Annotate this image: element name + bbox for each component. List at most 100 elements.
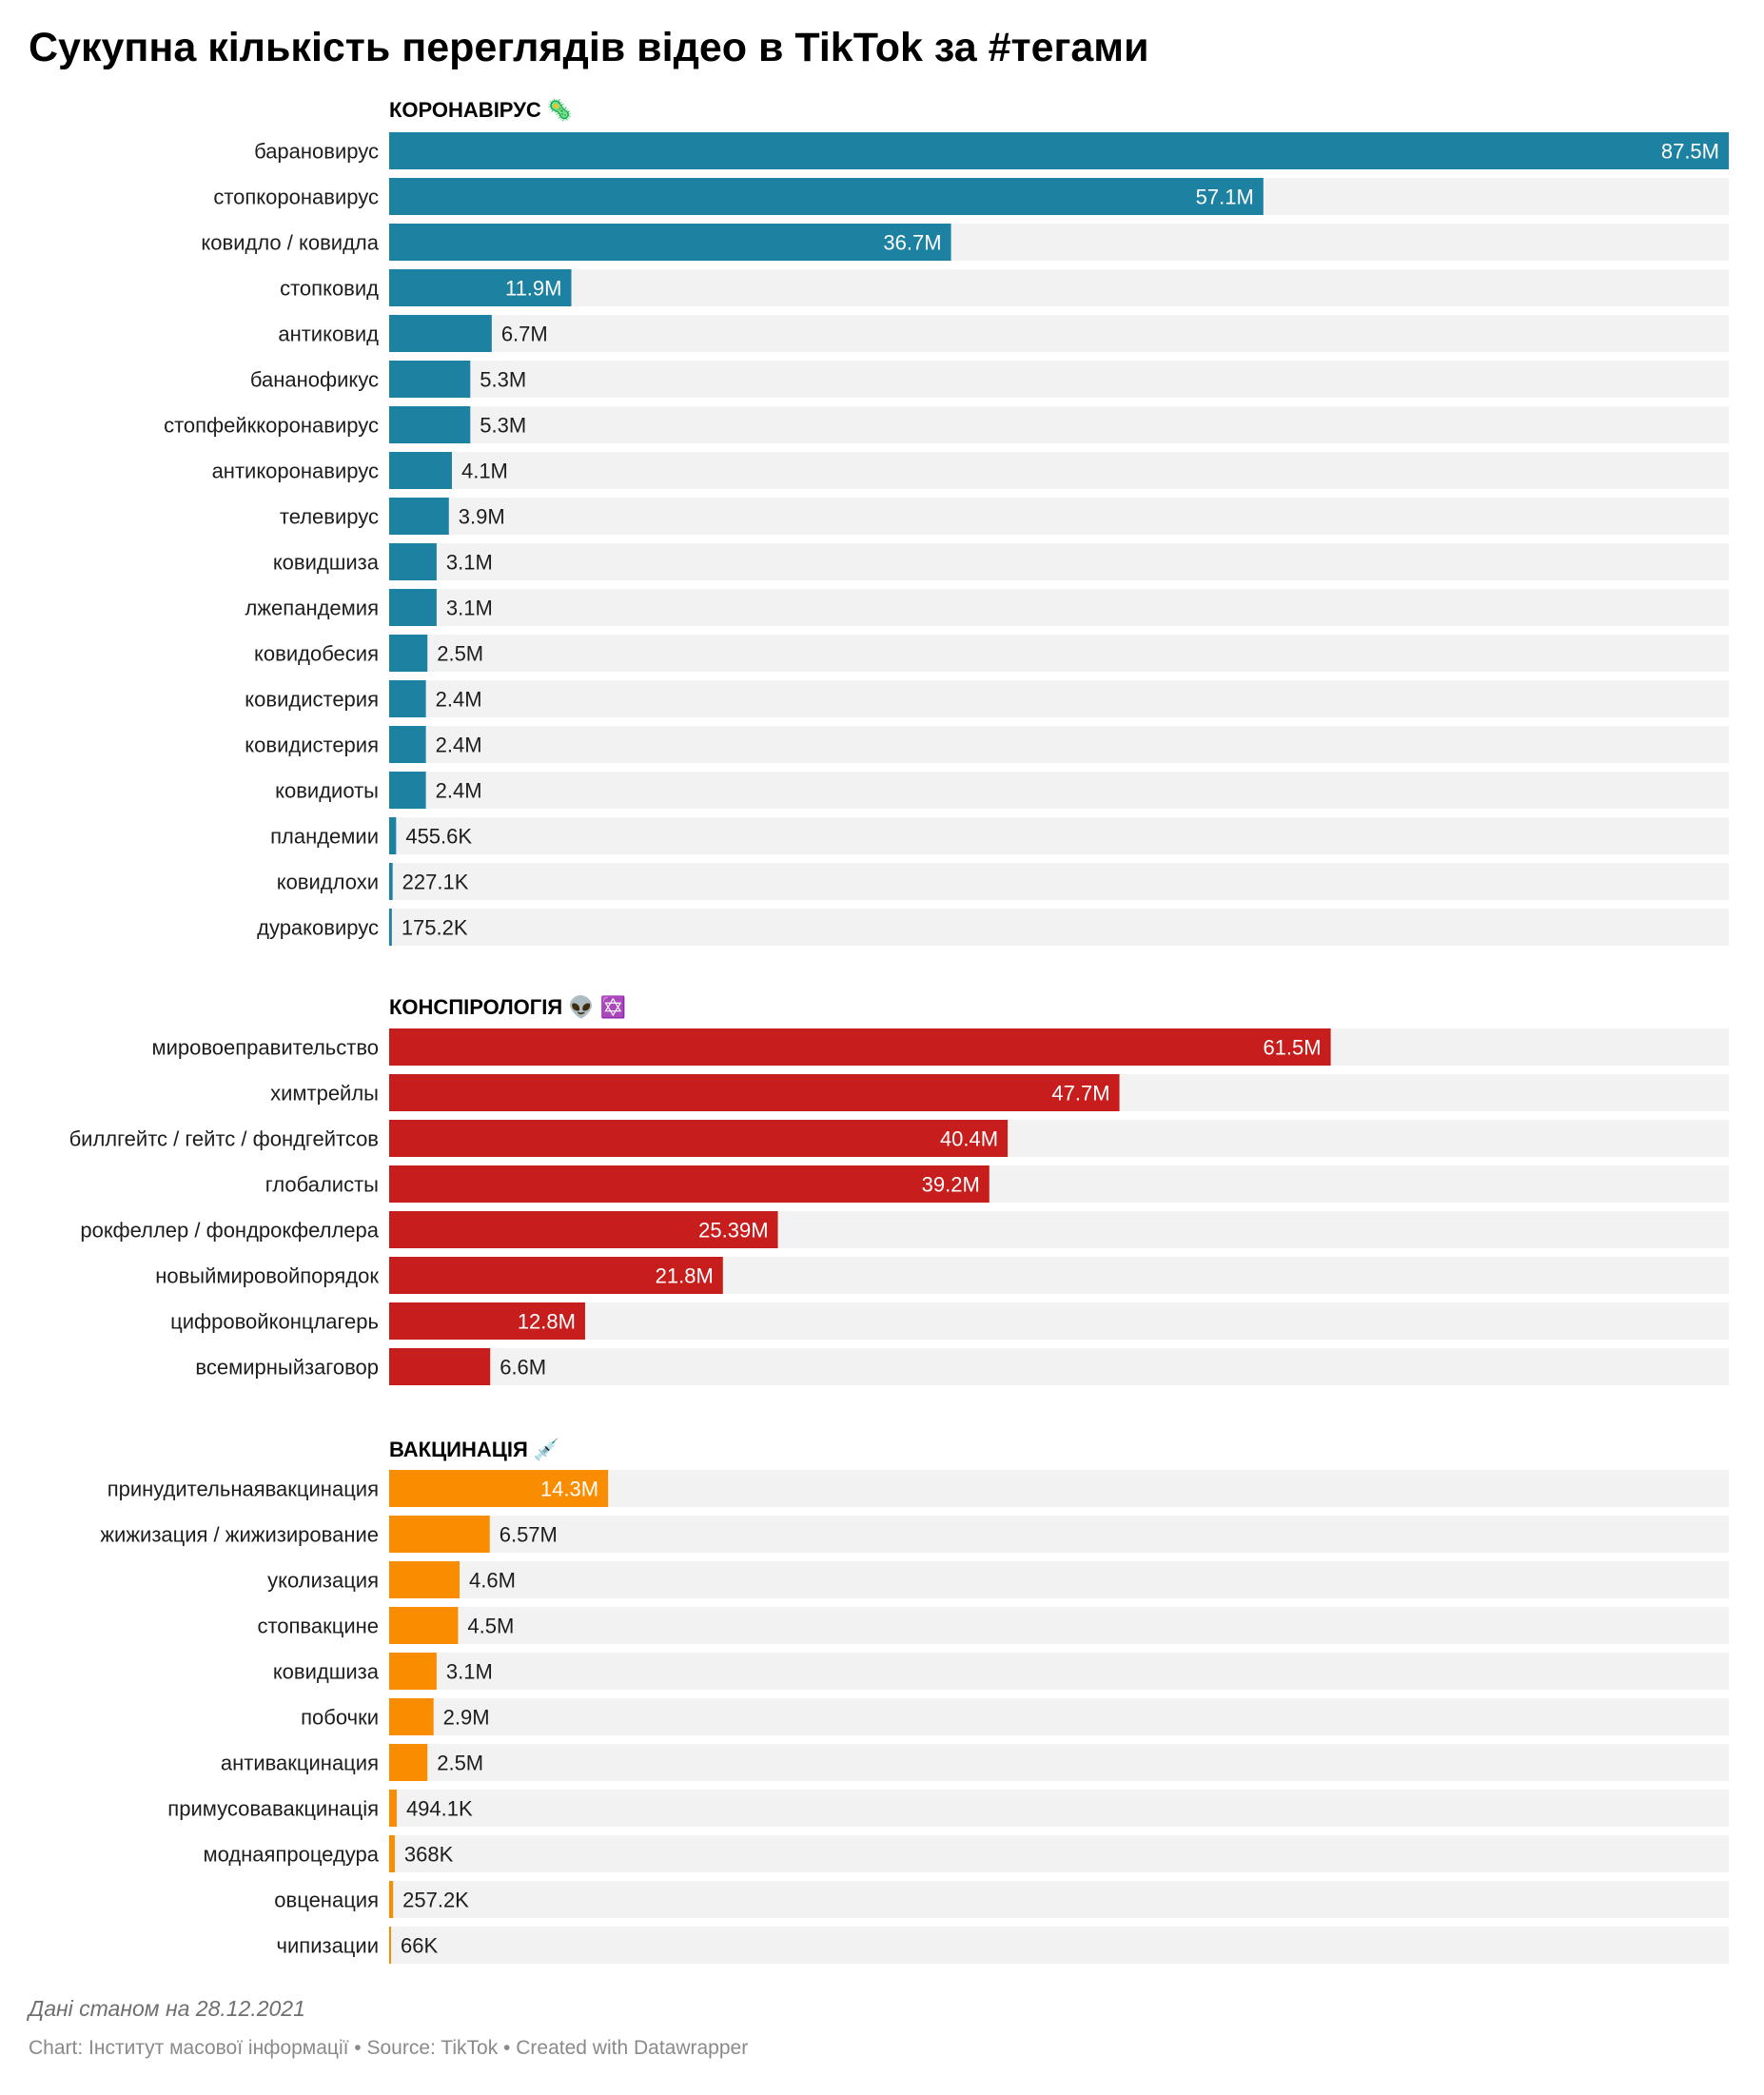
bar-track	[389, 1744, 1729, 1781]
value-label: 4.1M	[461, 460, 508, 483]
category-label: стопфейккоронавирус	[164, 414, 379, 438]
value-label: 257.2K	[402, 1889, 469, 1912]
category-label: мировоеправительство	[151, 1036, 379, 1060]
bar	[389, 1790, 397, 1827]
category-label: побочки	[301, 1706, 379, 1730]
category-label: антиковид	[278, 323, 379, 346]
bar-track	[389, 1835, 1729, 1872]
category-label: биллгейтс / гейтс / фондгейтсов	[69, 1127, 379, 1151]
category-label: стопкоронавирус	[213, 186, 379, 209]
value-label: 40.4M	[940, 1127, 998, 1151]
bar-track	[389, 1927, 1729, 1964]
bar	[389, 1881, 394, 1918]
bar	[389, 1074, 1120, 1111]
group-title: КОНСПІРОЛОГІЯ 👽 ✡️	[389, 994, 626, 1019]
data-date-note: Дані станом на 28.12.2021	[29, 1996, 305, 2021]
bar	[389, 1165, 990, 1203]
bar	[389, 178, 1264, 215]
value-label: 227.1K	[402, 871, 469, 894]
category-label: стопковид	[280, 277, 379, 301]
value-label: 21.8M	[656, 1264, 714, 1288]
bar	[389, 1211, 778, 1248]
bar-track	[389, 1790, 1729, 1827]
bar	[389, 1835, 395, 1872]
category-label: овценация	[274, 1889, 379, 1912]
value-label: 6.6M	[500, 1356, 546, 1380]
bar-track	[389, 863, 1729, 900]
value-label: 2.9M	[443, 1706, 490, 1730]
value-label: 368K	[404, 1843, 454, 1867]
category-label: уколизация	[267, 1569, 379, 1593]
value-label: 5.3M	[480, 368, 526, 392]
bar	[389, 1348, 491, 1385]
value-label: 39.2M	[922, 1173, 980, 1197]
category-label: цифровойконцлагерь	[170, 1310, 379, 1334]
bar	[389, 315, 492, 352]
bar-track	[389, 543, 1729, 580]
value-label: 11.9M	[505, 277, 562, 301]
datawrapper-credit: Created with Datawrapper	[516, 2037, 749, 2059]
category-label: чипизации	[277, 1934, 379, 1958]
bar	[389, 726, 426, 763]
bar-track	[389, 1516, 1729, 1553]
bar-track	[389, 452, 1729, 489]
credits-separator: •	[348, 2037, 367, 2059]
bar	[389, 1302, 585, 1340]
value-label: 455.6K	[405, 825, 472, 849]
bar	[389, 635, 428, 672]
bar	[389, 269, 572, 306]
value-label: 3.9M	[459, 505, 505, 529]
category-label: ковидшиза	[273, 1660, 380, 1684]
bar	[389, 1516, 490, 1553]
category-label: примусовавакцинація	[167, 1797, 379, 1821]
category-label: ковидло / ковидла	[201, 231, 379, 255]
category-label: новыймировойпорядок	[155, 1264, 379, 1288]
credits-separator: •	[498, 2037, 517, 2059]
category-label: антикоронавирус	[212, 460, 379, 483]
value-label: 175.2K	[402, 916, 468, 940]
chart-credit: Chart: Інститут масової інформації	[29, 2037, 349, 2059]
category-label: глобалисты	[265, 1173, 379, 1197]
value-label: 6.57M	[500, 1523, 558, 1547]
value-label: 14.3M	[540, 1478, 598, 1501]
value-label: 87.5M	[1661, 140, 1719, 164]
bar	[389, 772, 426, 809]
source-credit: Source: TikTok	[366, 2037, 499, 2059]
bar-track	[389, 726, 1729, 763]
category-label: химтрейлы	[270, 1082, 379, 1106]
bar	[389, 406, 471, 443]
value-label: 12.8M	[518, 1310, 576, 1334]
category-label: дураковирус	[257, 916, 379, 940]
category-label: лжепандемия	[245, 597, 380, 620]
bar	[389, 817, 397, 854]
category-label: бананофикус	[250, 368, 379, 392]
group-title: КОРОНАВІРУС 🦠	[389, 98, 573, 122]
chart-footer: Дані станом на 28.12.2021 Chart: Інститу…	[29, 1996, 748, 2060]
category-label: принудительнаявакцинация	[108, 1478, 379, 1501]
category-label: барановирус	[254, 140, 379, 164]
bar-track	[389, 1653, 1729, 1690]
bar-track	[389, 589, 1729, 626]
value-label: 2.4M	[436, 734, 482, 757]
category-label: ковидистерия	[245, 688, 379, 712]
value-label: 2.5M	[437, 642, 483, 666]
value-label: 3.1M	[446, 551, 493, 575]
category-label: ковидобесия	[254, 642, 379, 666]
bar-track	[389, 680, 1729, 717]
value-label: 61.5M	[1263, 1036, 1321, 1060]
category-label: рокфеллер / фондрокфеллера	[80, 1219, 379, 1243]
category-label: ковидиоты	[275, 779, 379, 803]
value-label: 57.1M	[1196, 186, 1254, 209]
bar	[389, 863, 393, 900]
bar-track	[389, 1607, 1729, 1644]
bar-track	[389, 406, 1729, 443]
group-title: ВАКЦИНАЦІЯ 💉	[389, 1438, 559, 1461]
bar	[389, 1607, 459, 1644]
bar	[389, 1028, 1331, 1066]
bar	[389, 909, 392, 946]
bar	[389, 1470, 609, 1507]
credits-line: Chart: Інститут масової інформації • Sou…	[29, 2037, 748, 2060]
value-label: 47.7M	[1051, 1082, 1109, 1106]
category-label: ковидшиза	[273, 551, 380, 575]
value-label: 36.7M	[883, 231, 941, 255]
